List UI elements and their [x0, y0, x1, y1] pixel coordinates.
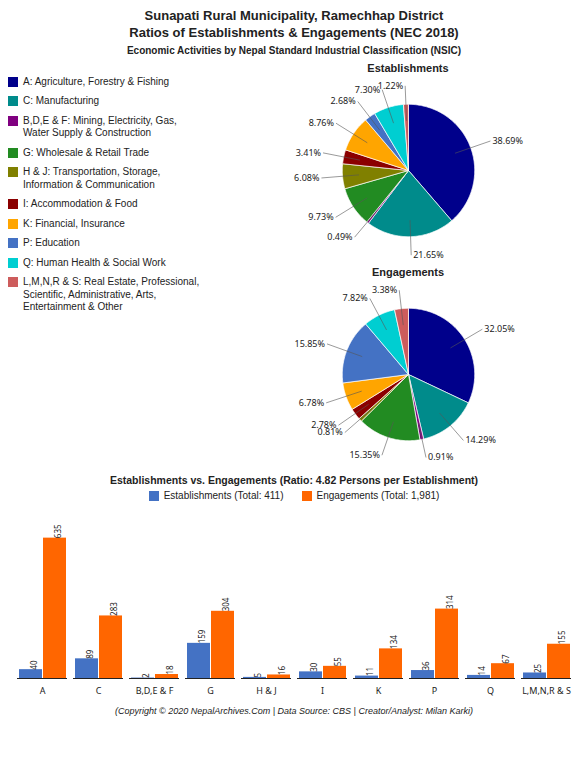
html-text:G: Wholesale & Retail Trade: G: Wholesale & Retail Trade	[23, 146, 150, 158]
html-text:Establishments vs. Engagements: Establishments vs. Engagements (Ratio: 4…	[109, 473, 479, 486]
svg-text:635: 635	[52, 524, 63, 538]
svg-text:14.29%: 14.29%	[465, 433, 496, 446]
svg-text:3.38%: 3.38%	[372, 283, 398, 296]
svg-text:2.68%: 2.68%	[330, 94, 356, 107]
svg-text:15.35%: 15.35%	[349, 448, 380, 461]
svg-text:7.82%: 7.82%	[343, 291, 369, 304]
svg-text:8.76%: 8.76%	[309, 116, 335, 129]
svg-text:3.41%: 3.41%	[296, 146, 322, 159]
html-text:A: Agriculture, Forestry & Fis: A: Agriculture, Forestry & Fishing	[23, 75, 170, 87]
svg-text:6.78%: 6.78%	[299, 396, 325, 409]
svg-text:40: 40	[28, 660, 39, 670]
svg-text:55: 55	[332, 657, 343, 667]
svg-text:9.73%: 9.73%	[308, 210, 334, 223]
html-text:Establishments: Establishments	[367, 61, 449, 74]
svg-text:15.85%: 15.85%	[295, 337, 326, 350]
svg-text:16: 16	[276, 666, 287, 676]
svg-text:32.05%: 32.05%	[484, 322, 515, 335]
svg-text:I: I	[321, 684, 324, 697]
svg-text:38.69%: 38.69%	[492, 134, 523, 147]
svg-text:36: 36	[420, 661, 431, 671]
svg-text:G: G	[207, 684, 214, 697]
html-text:C: Manufacturing: C: Manufacturing	[23, 95, 100, 107]
html-text:Engagements: Engagements	[371, 265, 445, 278]
svg-text:89: 89	[84, 650, 95, 660]
html-text:Establishments (Total: 411): Establishments (Total: 411)	[163, 489, 284, 501]
html-text:K: Financial, Insurance: K: Financial, Insurance	[23, 217, 125, 229]
svg-text:2: 2	[140, 673, 151, 678]
svg-text:P: P	[432, 684, 437, 697]
svg-text:0.49%: 0.49%	[327, 230, 353, 243]
svg-text:A: A	[40, 684, 46, 697]
html-text:L,M,N,R & S: Real Estate, Prof: L,M,N,R & S: Real Estate, Professional, …	[23, 276, 200, 313]
html-text:B,D,E & F: Mining, Electricity: B,D,E & F: Mining, Electricity, Gas, Wat…	[23, 114, 177, 139]
svg-text:2.78%: 2.78%	[311, 418, 337, 431]
html-text:Q: Human Health & Social Work: Q: Human Health & Social Work	[23, 256, 166, 268]
svg-text:Q: Q	[487, 684, 494, 697]
svg-text:21.65%: 21.65%	[413, 248, 444, 261]
html-text:Economic Activities by Nepal S: Economic Activities by Nepal Standard In…	[126, 44, 462, 56]
html-text:Engagements (Total: 1,981): Engagements (Total: 1,981)	[316, 489, 440, 501]
svg-text:0.81%: 0.81%	[317, 425, 343, 439]
svg-text:25: 25	[532, 664, 543, 674]
svg-text:5: 5	[252, 673, 263, 678]
html-text:H & J: Transportation, Storage: H & J: Transportation, Storage, Informat…	[23, 166, 161, 190]
svg-text:283: 283	[108, 602, 119, 616]
svg-text:K: K	[376, 684, 382, 697]
svg-text:11: 11	[364, 667, 375, 676]
svg-text:C: C	[96, 684, 102, 697]
svg-text:159: 159	[196, 629, 207, 643]
html-text:P: Education: P: Education	[23, 237, 80, 249]
svg-text:134: 134	[388, 635, 399, 649]
svg-text:7.30%: 7.30%	[355, 82, 381, 95]
svg-text:304: 304	[220, 597, 231, 611]
svg-text:30: 30	[308, 663, 319, 673]
html-text:I: Accommodation & Food: I: Accommodation & Food	[23, 198, 138, 210]
svg-text:67: 67	[500, 654, 511, 664]
svg-text:14: 14	[476, 666, 487, 676]
svg-text:H & J: H & J	[256, 684, 276, 697]
html-text:(Copyright © 2020 NepalArchive: (Copyright © 2020 NepalArchives.Com | Da…	[115, 706, 473, 717]
svg-text:B,D,E & F: B,D,E & F	[136, 684, 174, 697]
svg-text:0.91%: 0.91%	[428, 450, 454, 463]
svg-text:6.08%: 6.08%	[294, 171, 320, 184]
svg-text:1.22%: 1.22%	[378, 78, 404, 91]
svg-text:155: 155	[556, 630, 567, 644]
svg-text:18: 18	[164, 665, 175, 675]
svg-text:L,M,N,R & S: L,M,N,R & S	[522, 684, 571, 697]
svg-text:314: 314	[444, 595, 455, 609]
html-text:Sunapati Rural Municipality, R: Sunapati Rural Municipality, Ramechhap D…	[129, 8, 459, 40]
